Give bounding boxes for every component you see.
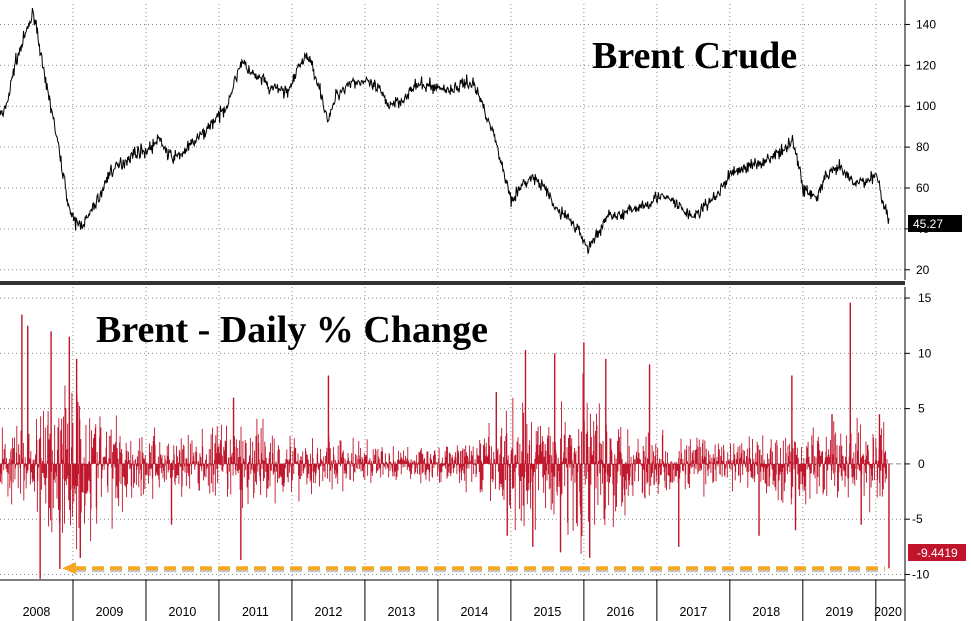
change-y-tick-label: -5 [912, 512, 923, 526]
change-y-tick-label: -10 [912, 567, 930, 581]
price-last-value-label: 45.27 [913, 217, 943, 231]
x-tick-label: 2010 [169, 605, 197, 619]
price-last-value-badge: 45.27 [908, 215, 962, 232]
x-tick-label: 2015 [533, 605, 561, 619]
x-tick-label: 2017 [679, 605, 707, 619]
x-tick-label: 2013 [388, 605, 416, 619]
change-last-value-badge: -9.4419 [908, 544, 966, 561]
change-y-tick-label: 10 [918, 346, 932, 360]
panel-divider[interactable] [0, 281, 905, 285]
x-tick-label: 2014 [460, 605, 488, 619]
change-y-tick-label: 0 [918, 457, 925, 471]
price-y-tick-label: 60 [916, 181, 930, 195]
x-tick-label: 2016 [606, 605, 634, 619]
change-y-tick-label: 15 [918, 291, 932, 305]
change-last-value-label: -9.4419 [917, 546, 958, 560]
price-y-tick-label: 20 [916, 263, 930, 277]
price-y-tick-label: 80 [916, 140, 930, 154]
price-y-tick-label: 100 [916, 99, 936, 113]
x-tick-label: 2008 [23, 605, 51, 619]
x-tick-label: 2018 [752, 605, 780, 619]
x-tick-label: 2020 [874, 605, 902, 619]
change-chart-title: Brent - Daily % Change [96, 309, 488, 351]
change-y-tick-label: 5 [918, 402, 925, 416]
x-tick-label: 2009 [96, 605, 124, 619]
price-chart-title: Brent Crude [592, 35, 797, 77]
price-y-tick-label: 140 [916, 17, 936, 31]
x-tick-label: 2011 [242, 605, 269, 619]
x-tick-label: 2012 [315, 605, 343, 619]
x-tick-label: 2019 [825, 605, 853, 619]
price-y-tick-label: 120 [916, 58, 936, 72]
